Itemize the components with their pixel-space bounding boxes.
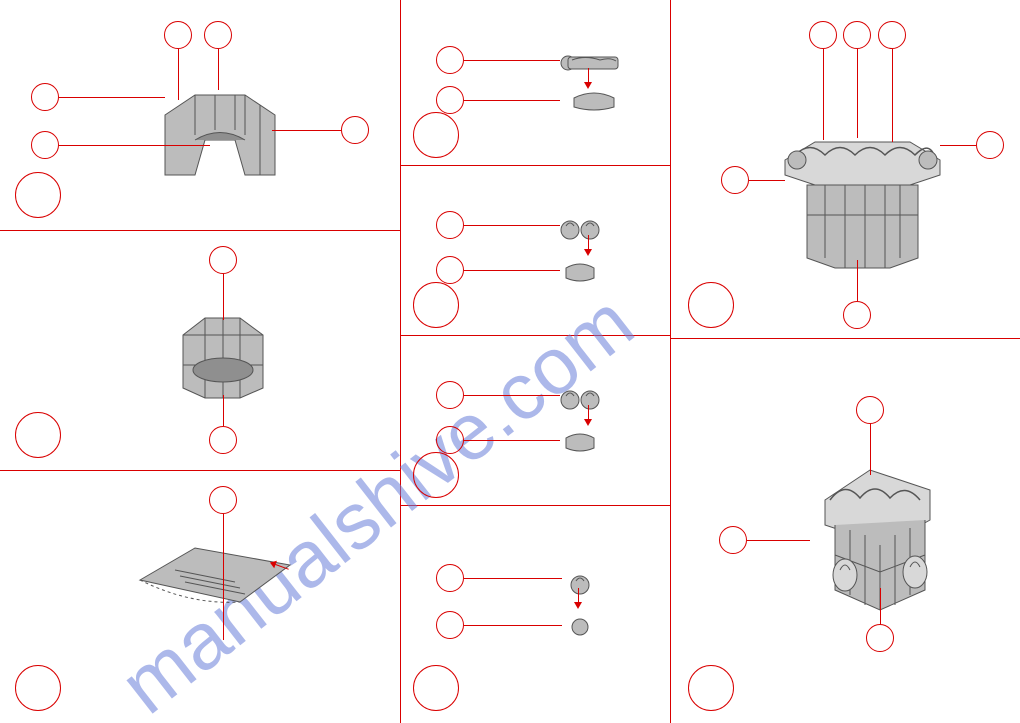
leader-line [464,100,560,101]
leader-line [464,60,560,61]
callout-circle [436,86,464,114]
leader-line [59,97,165,98]
callout-circle [976,131,1004,159]
assembly-arrow-head [584,249,592,256]
step-number-circle [413,665,459,711]
assembly-arrow [588,235,589,249]
step-number-circle [15,665,61,711]
callout-circle [866,624,894,652]
assembly-arrow-head [574,602,582,609]
leader-line [464,578,562,579]
part-illustration [800,460,945,615]
assembly-arrow-head [584,419,592,426]
diagram-canvas: manualshive.com [0,0,1020,723]
callout-circle [436,256,464,284]
callout-circle [843,301,871,329]
assembly-arrow [588,405,589,419]
callout-circle [209,426,237,454]
step-number-circle [413,282,459,328]
callout-circle [719,526,747,554]
step-number-circle [688,282,734,328]
part-illustration [775,130,950,270]
callout-circle [31,131,59,159]
callout-circle [436,46,464,74]
assembly-arrow [588,68,589,82]
part-illustration [155,80,285,185]
step-number-circle [15,412,61,458]
grid-line-horizontal [400,335,670,336]
part-illustration [560,55,624,116]
leader-line [749,180,785,181]
leader-line [223,274,224,320]
callout-circle [856,396,884,424]
leader-line [940,145,976,146]
leader-line [464,395,560,396]
leader-line [223,514,224,640]
callout-circle [31,83,59,111]
callout-circle [436,611,464,639]
assembly-arrow [578,588,579,602]
step-number-circle [15,172,61,218]
grid-line-vertical [670,0,671,723]
leader-line [892,49,893,142]
leader-line [464,440,560,441]
leader-line [178,49,179,100]
callout-circle [436,564,464,592]
step-number-circle [413,112,459,158]
grid-line-horizontal [400,165,670,166]
grid-line-horizontal [0,470,400,471]
part-illustration [560,390,602,457]
grid-line-horizontal [400,505,670,506]
leader-line [218,49,219,90]
assembly-arrow-head [584,82,592,89]
leader-line [223,395,224,426]
callout-circle [843,21,871,49]
callout-circle [721,166,749,194]
callout-circle [809,21,837,49]
leader-line [857,260,858,301]
leader-line [464,225,560,226]
callout-circle [436,426,464,454]
leader-line [823,49,824,140]
leader-line [272,130,341,131]
callout-circle [209,246,237,274]
leader-line [59,145,210,146]
callout-circle [204,21,232,49]
grid-line-horizontal [0,230,400,231]
step-number-circle [413,452,459,498]
callout-circle [164,21,192,49]
leader-line [857,49,858,138]
leader-line [464,270,560,271]
part-illustration [135,540,295,610]
callout-circle [436,211,464,239]
callout-circle [436,381,464,409]
part-illustration [560,220,602,287]
grid-line-horizontal [670,338,1020,339]
callout-circle [341,116,369,144]
callout-circle [878,21,906,49]
leader-line [747,540,810,541]
part-illustration [175,310,270,400]
leader-line [880,588,881,624]
leader-line [464,625,562,626]
grid-line-vertical [400,0,401,723]
step-number-circle [688,665,734,711]
leader-line [870,424,871,475]
callout-circle [209,486,237,514]
